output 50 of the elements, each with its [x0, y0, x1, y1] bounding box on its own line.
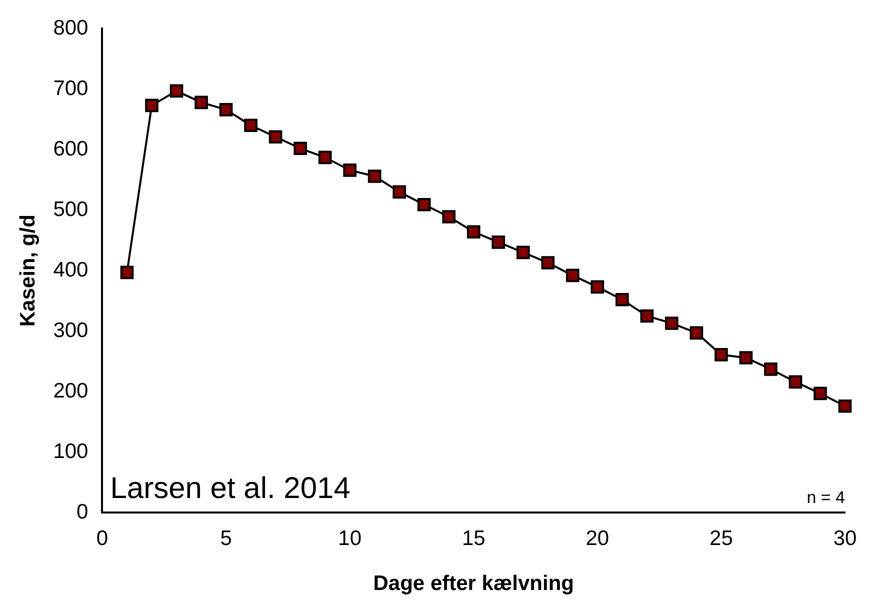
point: [343, 164, 356, 177]
point: [814, 386, 827, 400]
point: [590, 280, 604, 294]
point: [120, 266, 134, 280]
point: [788, 375, 802, 389]
point: [739, 351, 753, 364]
y-tick-label: 600: [53, 137, 88, 160]
point: [170, 84, 184, 98]
x-tick-label: 15: [462, 526, 486, 550]
point: [492, 236, 506, 249]
point: [690, 326, 704, 340]
point: [466, 225, 480, 239]
point: [294, 142, 307, 156]
point: [268, 130, 282, 144]
point: [541, 256, 555, 270]
y-tick-label: 400: [53, 258, 88, 282]
y-axis-title: Kasein, g/d: [16, 214, 40, 327]
point: [764, 362, 778, 376]
y-tick-label: 800: [53, 16, 88, 40]
x-axis-title: Dage efter kælvning: [373, 572, 574, 596]
point: [442, 210, 456, 224]
x-tick-label: 0: [96, 526, 108, 550]
y-tick-label: 700: [53, 76, 88, 100]
point: [145, 98, 158, 112]
x-tick-label: 10: [338, 526, 362, 550]
annotation: Larsen et al. 2014: [110, 472, 350, 505]
point: [516, 246, 530, 260]
point: [838, 399, 852, 413]
point: [640, 309, 654, 323]
point: [244, 118, 258, 132]
x-tick-label: 30: [833, 526, 857, 550]
point: [665, 316, 678, 330]
point: [714, 348, 728, 362]
y-tick-label: 0: [76, 500, 88, 524]
y-tick-label: 500: [53, 198, 88, 221]
x-tick-label: 25: [710, 526, 733, 550]
y-tick-label: 100: [53, 440, 88, 463]
annotation: n = 4: [806, 488, 845, 507]
y-tick-label: 300: [53, 318, 88, 342]
point: [368, 170, 382, 183]
point: [417, 198, 431, 212]
point: [318, 150, 332, 164]
point: [194, 96, 208, 110]
x-tick-label: 20: [586, 526, 610, 550]
point: [219, 103, 233, 116]
point: [566, 268, 580, 282]
y-tick-label: 200: [53, 379, 88, 402]
x-tick-label: 5: [220, 526, 232, 550]
point: [616, 292, 629, 306]
point: [392, 185, 406, 199]
